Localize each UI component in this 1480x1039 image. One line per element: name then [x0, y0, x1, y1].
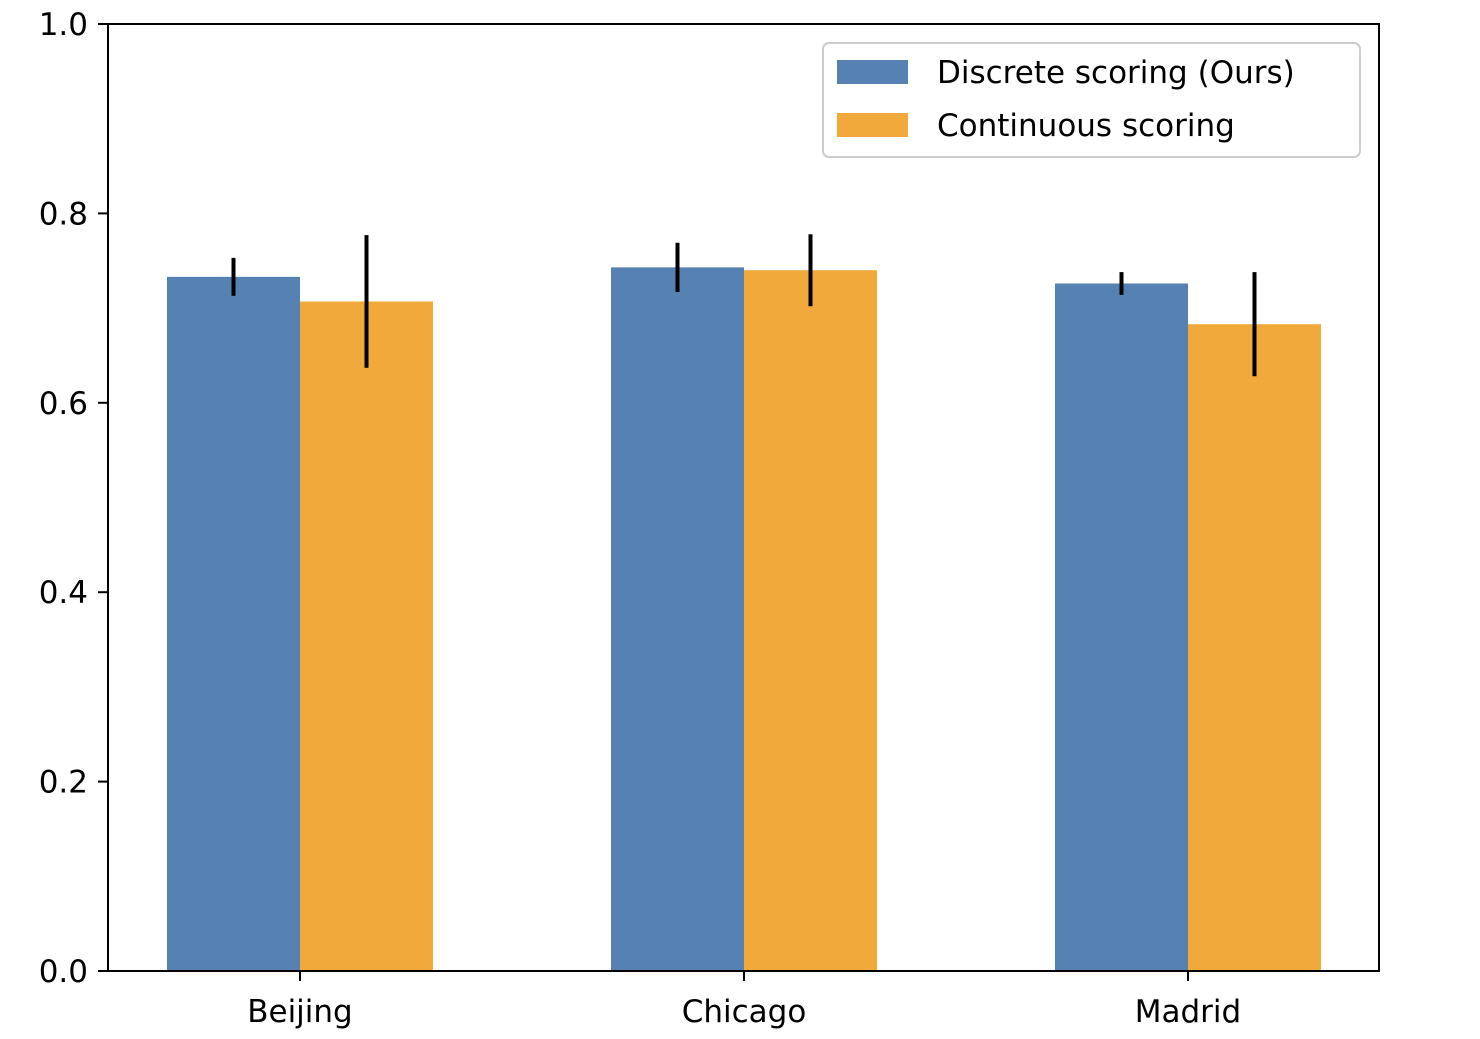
bars: [167, 267, 1321, 972]
y-tick-label: 0.0: [39, 954, 88, 990]
error-bars: [231, 234, 1257, 377]
bar-discrete-scoring-ours--beijing: [167, 276, 300, 971]
x-tick-label-chicago: Chicago: [682, 994, 807, 1030]
bar-continuous-scoring-madrid: [1188, 324, 1321, 972]
legend-label-1: Continuous scoring: [937, 108, 1235, 144]
y-axis: 0.0 0.2 0.4 0.6 0.8 1.0: [39, 7, 108, 990]
bar-continuous-scoring-beijing: [300, 301, 433, 971]
legend-swatch-1: [837, 113, 908, 137]
x-tick-label-madrid: Madrid: [1135, 994, 1241, 1030]
bar-discrete-scoring-ours--chicago: [611, 267, 744, 971]
x-axis: Beijing Chicago Madrid: [247, 971, 1241, 1030]
y-tick-label: 0.2: [39, 765, 88, 801]
legend-label-0: Discrete scoring (Ours): [937, 55, 1295, 91]
bar-discrete-scoring-ours--madrid: [1055, 283, 1188, 971]
y-tick-label: 0.6: [39, 386, 88, 422]
legend-box: [822, 42, 1361, 158]
y-tick-label: 1.0: [39, 7, 88, 43]
x-tick-label-beijing: Beijing: [247, 994, 353, 1030]
y-tick-label: 0.8: [39, 196, 88, 232]
y-tick-label: 0.4: [39, 575, 88, 611]
legend: Discrete scoring (Ours) Continuous scorin…: [822, 42, 1361, 158]
legend-swatch-0: [837, 60, 908, 84]
bar-continuous-scoring-chicago: [744, 270, 877, 972]
